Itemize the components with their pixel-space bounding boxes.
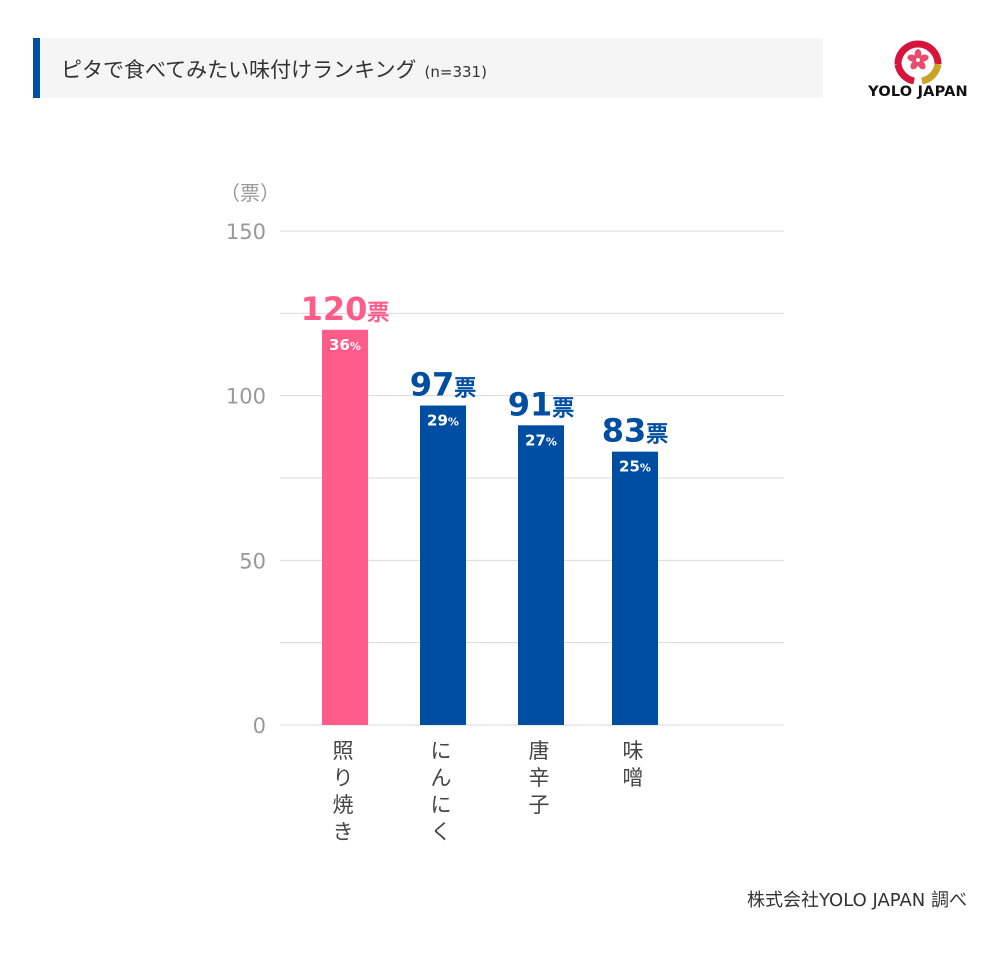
x-category-label: 辛 bbox=[529, 766, 550, 790]
x-category-label: 焼 bbox=[333, 793, 354, 817]
x-category-label: 唐 bbox=[529, 739, 550, 763]
bar bbox=[322, 329, 368, 725]
yolo-japan-logo: YOLO JAPAN bbox=[860, 36, 976, 106]
y-tick-label: 0 bbox=[253, 714, 266, 738]
x-category-label: に bbox=[431, 793, 452, 817]
percent-label: 27% bbox=[525, 431, 557, 449]
x-category-label: り bbox=[333, 766, 354, 790]
logo-text: YOLO JAPAN bbox=[868, 84, 968, 100]
chart-title: ピタで食べてみたい味付けランキング (n=331) bbox=[61, 54, 487, 84]
data-label: 97票 bbox=[410, 366, 477, 404]
title-bar: ピタで食べてみたい味付けランキング (n=331) bbox=[33, 38, 823, 98]
chart-title-text: ピタで食べてみたい味付けランキング bbox=[61, 58, 417, 82]
x-category-label: 味 bbox=[623, 739, 644, 763]
x-category-label: に bbox=[431, 739, 452, 763]
percent-label: 36% bbox=[329, 336, 361, 354]
y-tick-label: 100 bbox=[226, 385, 266, 409]
bar bbox=[612, 451, 658, 725]
x-category-label: 子 bbox=[529, 793, 550, 817]
sample-size: (n=331) bbox=[424, 63, 487, 81]
x-category-label: ん bbox=[431, 766, 452, 790]
y-tick-label: 150 bbox=[226, 220, 266, 244]
bar bbox=[420, 405, 466, 725]
sakura-logo-icon bbox=[894, 40, 942, 85]
data-label: 91票 bbox=[508, 385, 575, 423]
y-axis-unit-label: （票） bbox=[220, 181, 280, 205]
data-label: 120票 bbox=[301, 290, 390, 328]
x-category-label: 噌 bbox=[623, 766, 644, 790]
bar bbox=[518, 425, 564, 725]
x-category-label: く bbox=[431, 820, 452, 844]
y-tick-label: 50 bbox=[239, 549, 266, 573]
x-category-label: き bbox=[333, 820, 354, 844]
data-label: 83票 bbox=[602, 412, 669, 450]
percent-label: 29% bbox=[427, 412, 459, 430]
title-accent-bar bbox=[33, 38, 40, 98]
source-note: 株式会社YOLO JAPAN 調べ bbox=[747, 890, 967, 911]
x-category-label: 照 bbox=[333, 739, 354, 763]
percent-label: 25% bbox=[619, 458, 651, 476]
